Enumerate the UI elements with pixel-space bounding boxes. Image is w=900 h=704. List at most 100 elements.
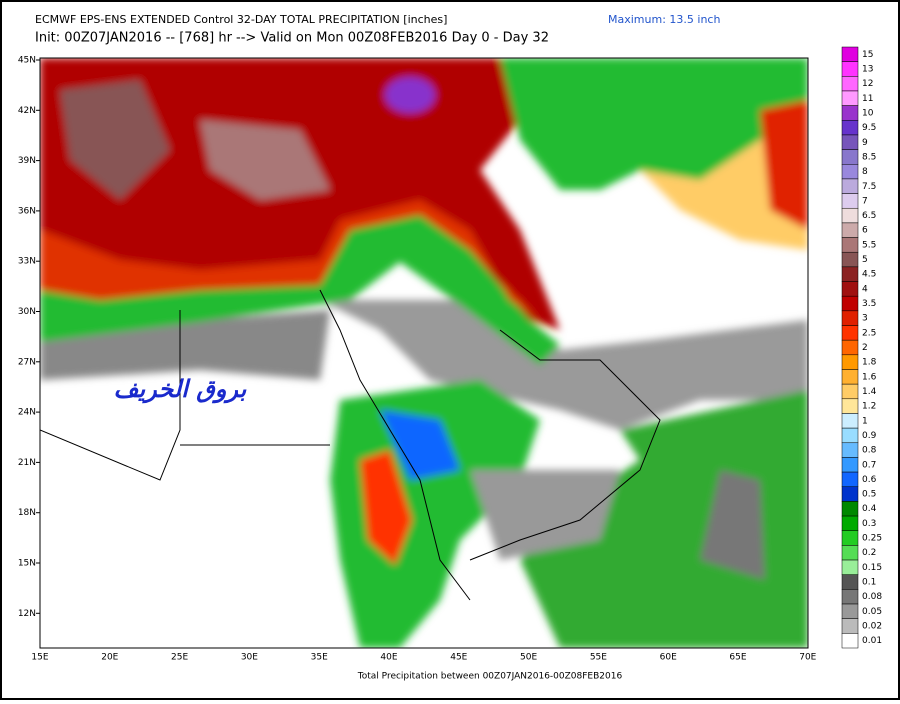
legend-swatch [841, 486, 859, 502]
legend-label: 15 [862, 50, 873, 60]
legend-label: 0.1 [862, 578, 876, 588]
legend-label: 1.4 [862, 387, 877, 397]
lat-label: 15N [18, 559, 36, 569]
legend-swatch [841, 633, 859, 649]
legend-label: 1.8 [862, 358, 877, 368]
legend-label: 0.5 [862, 490, 876, 500]
legend-swatch [841, 530, 859, 546]
legend-label: 0.2 [862, 548, 876, 558]
legend-label: 2 [862, 343, 868, 353]
legend-swatch [841, 193, 859, 209]
legend-swatch [841, 251, 859, 268]
legend-swatch [841, 398, 859, 414]
lon-label: 20E [101, 653, 118, 663]
legend-label: 0.8 [862, 446, 877, 456]
legend-swatch [841, 413, 859, 429]
legend-label: 10 [862, 108, 874, 118]
legend-swatch [841, 105, 859, 121]
legend-label: 7 [862, 196, 868, 206]
legend-swatch [841, 222, 859, 238]
legend-label: 8 [862, 167, 868, 177]
legend-label: 0.6 [862, 475, 877, 485]
legend-swatch [841, 325, 859, 341]
legend-swatch [841, 266, 859, 282]
legend-label: 7.5 [862, 182, 876, 192]
legend-label: 4 [862, 284, 868, 294]
legend-swatch [841, 545, 859, 561]
legend-label: 5.5 [862, 240, 876, 250]
legend-swatch [841, 134, 859, 150]
legend-swatch [841, 281, 859, 297]
legend-label: 1.2 [862, 402, 876, 412]
legend-label: 12 [862, 79, 873, 89]
legend-label: 0.9 [862, 431, 877, 441]
legend-swatch [841, 515, 859, 531]
legend-swatch [841, 120, 859, 136]
lon-label: 25E [171, 653, 188, 663]
legend-label: 0.01 [862, 636, 882, 646]
legend-label: 0.08 [862, 592, 882, 602]
lon-label: 15E [31, 653, 48, 663]
legend-swatch [841, 501, 859, 517]
legend-swatch [841, 354, 859, 370]
legend-swatch [841, 61, 859, 77]
subtitle: Init: 00Z07JAN2016 -- [768] hr --> Valid… [35, 31, 549, 46]
lon-label: 50E [520, 653, 537, 663]
legend-swatch [841, 164, 859, 180]
legend-swatch [841, 46, 859, 62]
legend-swatch [841, 76, 859, 92]
legend-label: 11 [862, 94, 873, 104]
map: بروق الخريف [40, 58, 808, 648]
lon-label: 30E [241, 653, 258, 663]
lat-label: 36N [18, 206, 36, 216]
lat-label: 12N [18, 609, 36, 619]
lon-label: 35E [311, 653, 328, 663]
legend-swatch [841, 369, 859, 385]
lon-label: 45E [450, 653, 467, 663]
legend-swatch [841, 90, 859, 106]
legend-swatch [841, 603, 859, 619]
legend-swatch [841, 383, 859, 400]
legend-label: 0.02 [862, 622, 882, 632]
legend-label: 1 [862, 416, 868, 426]
lat-label: 30N [18, 307, 36, 317]
map-frame [39, 57, 809, 649]
legend-swatch [841, 149, 859, 165]
legend-swatch [841, 618, 859, 634]
legend-label: 0.15 [862, 563, 882, 573]
lat-label: 45N [18, 56, 36, 66]
legend-label: 9 [862, 138, 868, 148]
legend-label: 1.6 [862, 372, 877, 382]
legend-swatch [841, 310, 859, 326]
legend-label: 4.5 [862, 270, 876, 280]
legend-label: 0.4 [862, 504, 877, 514]
legend-swatch [841, 589, 859, 605]
lat-label: 21N [18, 458, 36, 468]
footer: Total Precipitation between 00Z07JAN2016… [357, 672, 623, 682]
legend-label: 0.3 [862, 519, 876, 529]
legend-label: 5 [862, 255, 868, 265]
lon-label: 40E [380, 653, 397, 663]
watermark: بروق الخريف [114, 375, 247, 404]
lat-label: 27N [18, 357, 36, 367]
legend-label: 0.7 [862, 460, 876, 470]
legend-swatch [841, 457, 859, 473]
legend-swatch [841, 339, 859, 356]
legend-label: 9.5 [862, 123, 876, 133]
legend-label: 3 [862, 314, 868, 324]
legend-swatch [841, 559, 859, 575]
legend-label: 0.25 [862, 534, 882, 544]
lat-label: 18N [18, 508, 36, 518]
legend-label: 0.05 [862, 607, 882, 617]
legend-label: 6 [862, 226, 868, 236]
lat-label: 24N [18, 408, 36, 418]
lat-label: 42N [18, 106, 36, 116]
lat-label: 33N [18, 257, 36, 267]
legend-swatch [841, 178, 859, 194]
lon-label: 70E [799, 653, 816, 663]
legend-swatch [841, 442, 859, 458]
legend-swatch [841, 207, 859, 224]
legend-swatch [841, 574, 859, 590]
legend-label: 8.5 [862, 152, 876, 162]
